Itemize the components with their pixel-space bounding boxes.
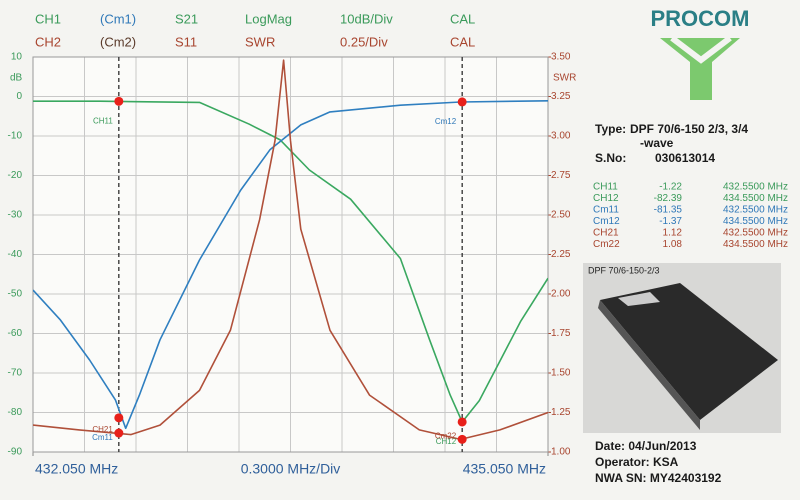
y2-tick-label: 1.75 [551,328,571,339]
header-item: S21 [175,11,198,26]
header-item: (Cm2) [100,34,136,49]
header-item: 10dB/Div [340,11,393,26]
y2-tick-label: 1.00 [551,447,571,458]
device-label [618,292,660,306]
photo-caption: DPF 70/6-150-2/3 [588,265,660,275]
y2-axis-label: SWR [553,73,576,84]
y-tick-label: 10 [11,52,23,63]
y2-tick-label: 1.25 [551,407,571,418]
y2-tick-label: 2.25 [551,249,571,260]
marker-name: CH21 [593,228,619,239]
y-tick-label: -10 [8,131,23,142]
y-axis-label: dB [10,73,23,84]
marker-dot [114,428,124,438]
header-item: S11 [175,34,197,49]
y2-tick-label: 2.75 [551,170,571,181]
marker-value: -1.37 [659,216,682,227]
header-item: CAL [450,11,475,26]
trace [33,100,548,423]
operator: Operator: KSA [595,455,679,469]
header-item: (Cm1) [100,11,136,26]
header-item: SWR [245,34,275,49]
y-tick-label: -30 [8,210,23,221]
header-item: CH2 [35,34,61,49]
marker-name: CH11 [593,182,618,193]
header-item: CAL [450,34,475,49]
marker-value: 1.12 [663,228,683,239]
header-item: CH1 [35,11,61,26]
date: Date: 04/Jun/2013 [595,439,697,453]
plot-frame [32,56,549,453]
marker-label: CH21 [92,425,113,434]
marker-label: CH12 [436,437,457,446]
y-tick-label: 0 [16,91,22,102]
marker-label: Cm11 [92,433,113,442]
y-tick-label: -40 [8,249,23,260]
trace [33,100,548,430]
marker-dot [457,97,467,107]
y-tick-label: -50 [8,289,23,300]
marker-freq: 432.5500 MHz [723,205,788,216]
y-tick-label: -80 [8,407,23,418]
marker-dot [114,96,124,106]
marker-label: CH11 [93,116,113,125]
trace [33,59,548,441]
device [600,283,778,420]
marker-value: -1.22 [659,182,682,193]
x-tick-label: 435.050 MHz [463,461,546,477]
y-tick-label: -60 [8,328,23,339]
marker-name: Cm11 [593,205,619,216]
y-tick-label: -90 [8,447,23,458]
y2-tick-label: 2.00 [551,289,571,300]
marker-label: Cm12 [435,117,457,126]
header-item: LogMag [245,11,292,26]
type-value: -wave [640,136,674,150]
traces [33,59,548,441]
marker-dot [457,417,467,427]
marker-value: 1.08 [663,239,683,250]
marker-value: -82.39 [654,193,683,204]
logo-text: PROCOM [651,6,750,31]
marker-dot [457,434,467,444]
type-value: DPF 70/6-150 2/3, 3/4 [630,122,748,136]
serial-value: 030613014 [655,151,715,165]
marker-freq: 434.5500 MHz [723,193,788,204]
marker-freq: 432.5500 MHz [723,182,788,193]
device-side [598,300,700,430]
y2-tick-label: 1.50 [551,368,571,379]
logo-mark-notch [670,35,732,64]
marker-name: CH12 [593,193,619,204]
type-label: Type: [595,122,626,136]
y-tick-label: -70 [8,368,23,379]
marker-freq: 434.5500 MHz [723,239,788,250]
marker-dot [114,413,124,423]
marker-name: Cm22 [593,239,620,250]
y-tick-label: -20 [8,170,23,181]
y2-tick-label: 3.00 [551,131,571,142]
x-division-label: 0.3000 MHz/Div [241,461,341,477]
y2-tick-label: 3.25 [551,91,571,102]
serial-label: S.No: [595,151,626,165]
header-item: 0.25/Div [340,34,388,49]
marker-name: Cm12 [593,216,620,227]
marker-value: -81.35 [654,205,683,216]
marker-freq: 432.5500 MHz [723,228,788,239]
y2-tick-label: 2.50 [551,210,571,221]
y2-tick-label: 3.50 [551,52,571,63]
logo-mark [660,38,740,100]
marker-freq: 434.5500 MHz [723,216,788,227]
marker-label: Cm22 [435,431,457,440]
x-tick-label: 432.050 MHz [35,461,118,477]
nwa-sn: NWA SN: MY42403192 [595,471,722,485]
